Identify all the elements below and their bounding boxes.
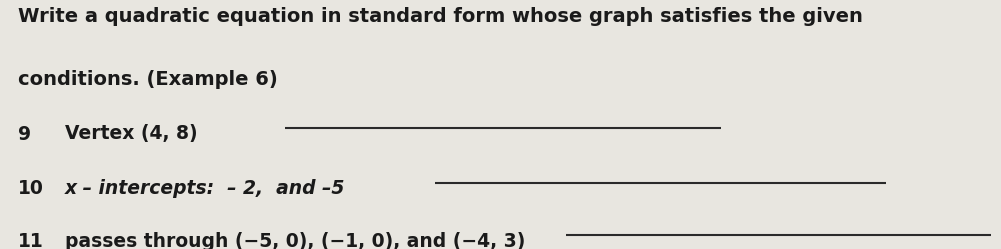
Text: 11: 11	[18, 232, 44, 249]
Text: passes through (−5, 0), (−1, 0), and (−4, 3): passes through (−5, 0), (−1, 0), and (−4…	[65, 232, 526, 249]
Text: 10: 10	[18, 179, 44, 198]
Text: 9: 9	[18, 124, 31, 143]
Text: x – intercepts:  – 2,  and –5: x – intercepts: – 2, and –5	[65, 179, 345, 198]
Text: conditions. (Example 6): conditions. (Example 6)	[18, 70, 277, 89]
Text: Vertex (4, 8): Vertex (4, 8)	[65, 124, 197, 143]
Text: Write a quadratic equation in standard form whose graph satisfies the given: Write a quadratic equation in standard f…	[18, 7, 863, 26]
